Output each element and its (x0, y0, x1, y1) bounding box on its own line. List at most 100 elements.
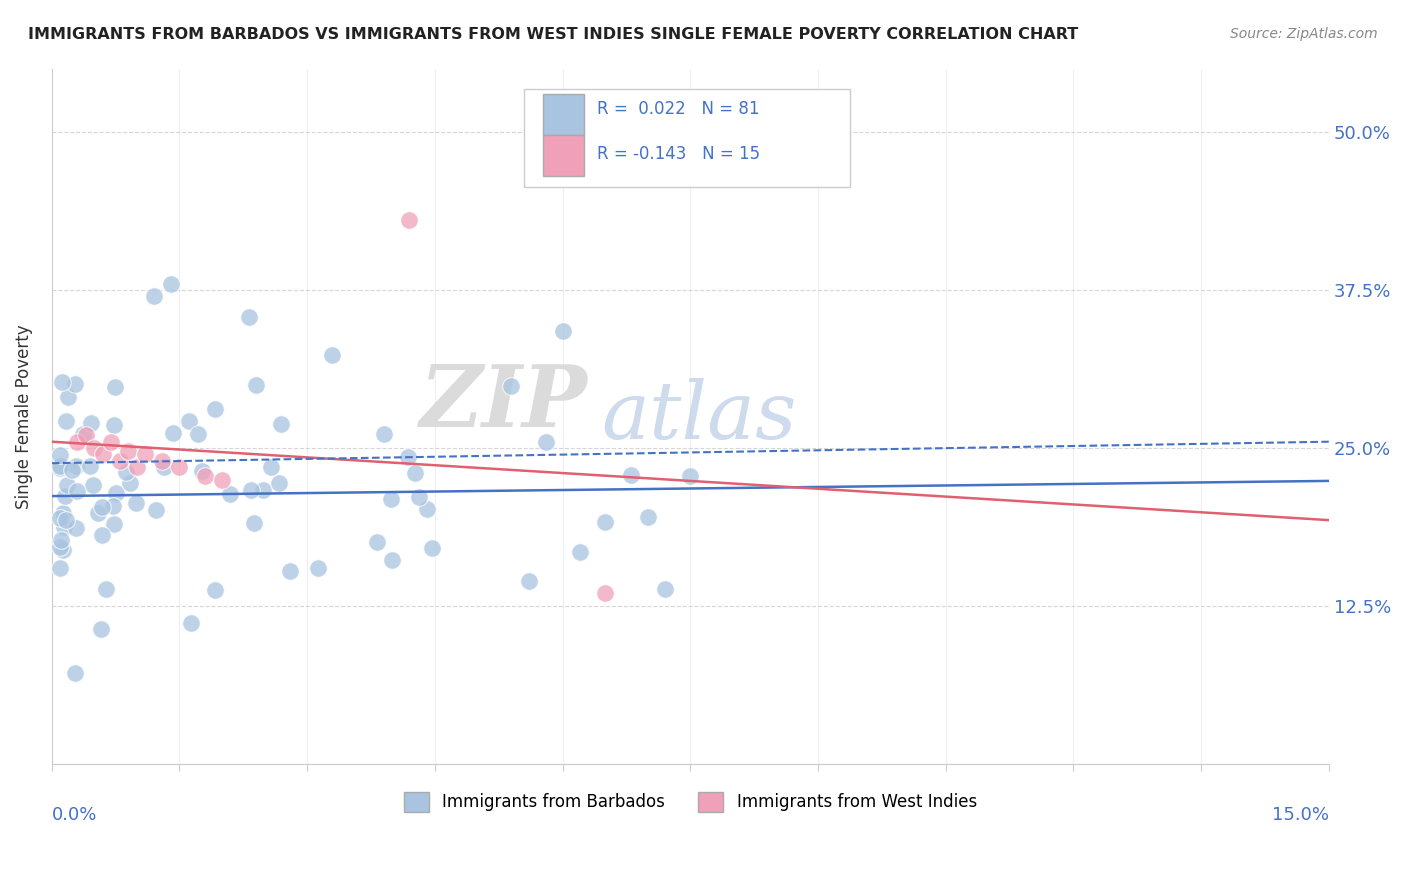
Point (416, 502, 439, 516)
Point (120, 476, 142, 491)
Point (103, 418, 125, 433)
Point (108, 453, 131, 467)
Point (101, 499, 124, 513)
Text: atlas: atlas (600, 377, 796, 455)
Point (404, 467, 426, 481)
Point (180, 615, 202, 630)
Point (194, 468, 217, 483)
Point (270, 417, 292, 431)
Point (60, 463, 83, 477)
Point (593, 515, 616, 529)
Point (679, 469, 702, 483)
Point (103, 516, 125, 531)
Point (134, 447, 156, 461)
Text: R = -0.143   N = 15: R = -0.143 N = 15 (598, 145, 761, 163)
Point (87, 506, 110, 520)
Point (52, 542, 75, 557)
Point (620, 467, 643, 482)
Legend: Immigrants from Barbados, Immigrants from West Indies: Immigrants from Barbados, Immigrants fro… (396, 785, 983, 819)
Point (49, 459, 72, 474)
FancyBboxPatch shape (543, 94, 585, 135)
Point (124, 496, 146, 510)
Point (49, 449, 72, 463)
Point (204, 583, 226, 598)
Point (240, 483, 263, 498)
Point (307, 561, 329, 575)
Point (56, 390, 79, 404)
Point (90, 500, 112, 514)
Point (245, 377, 267, 392)
Point (373, 426, 395, 441)
Point (204, 402, 226, 417)
Point (654, 582, 676, 597)
Point (398, 213, 420, 227)
Point (49, 541, 72, 555)
Point (152, 453, 174, 467)
Point (280, 564, 302, 578)
Point (49, 461, 72, 475)
Point (211, 473, 233, 487)
Point (94, 582, 117, 596)
Point (83, 441, 105, 455)
Point (117, 443, 139, 458)
Point (252, 483, 274, 497)
Point (51, 376, 73, 390)
Point (49, 533, 72, 547)
FancyBboxPatch shape (543, 135, 585, 176)
Point (72, 426, 94, 441)
Point (267, 476, 290, 491)
Point (191, 464, 214, 478)
Point (65, 521, 87, 535)
Point (49, 511, 72, 525)
Text: 15.0%: 15.0% (1272, 806, 1329, 824)
Point (104, 380, 127, 394)
Point (79, 458, 101, 473)
Point (187, 426, 209, 441)
Point (420, 541, 443, 556)
Point (380, 492, 402, 507)
Text: 0.0%: 0.0% (52, 806, 97, 824)
Point (321, 349, 343, 363)
Point (80, 417, 103, 431)
Point (162, 425, 184, 440)
Point (91, 447, 114, 461)
Point (501, 379, 523, 393)
Point (55, 414, 77, 428)
Point (142, 289, 165, 303)
Point (49, 561, 72, 575)
Point (160, 277, 183, 291)
Point (593, 586, 616, 600)
Point (534, 435, 557, 450)
Point (243, 516, 266, 530)
Y-axis label: Single Female Poverty: Single Female Poverty (15, 324, 32, 508)
FancyBboxPatch shape (524, 89, 849, 186)
Point (65, 458, 87, 473)
Point (91, 528, 114, 542)
Text: IMMIGRANTS FROM BARBADOS VS IMMIGRANTS FROM WEST INDIES SINGLE FEMALE POVERTY CO: IMMIGRANTS FROM BARBADOS VS IMMIGRANTS F… (28, 27, 1078, 42)
Point (259, 459, 281, 474)
Point (65, 666, 87, 681)
Point (145, 503, 167, 517)
Point (53, 520, 76, 534)
Point (66, 434, 89, 449)
Point (56, 477, 79, 491)
Point (52, 506, 75, 520)
Point (82, 477, 104, 491)
Point (568, 544, 591, 558)
Point (637, 509, 659, 524)
Point (55, 513, 77, 527)
Point (396, 450, 419, 465)
Point (63, 376, 86, 391)
Text: ZIP: ZIP (420, 360, 588, 444)
Point (100, 434, 122, 449)
Point (408, 490, 430, 504)
Point (114, 465, 136, 479)
Point (105, 485, 128, 500)
Point (66, 483, 89, 498)
Point (153, 459, 176, 474)
Point (218, 486, 240, 500)
Text: R =  0.022   N = 81: R = 0.022 N = 81 (598, 100, 759, 118)
Point (238, 310, 260, 324)
Point (90, 622, 112, 636)
Point (177, 414, 200, 428)
